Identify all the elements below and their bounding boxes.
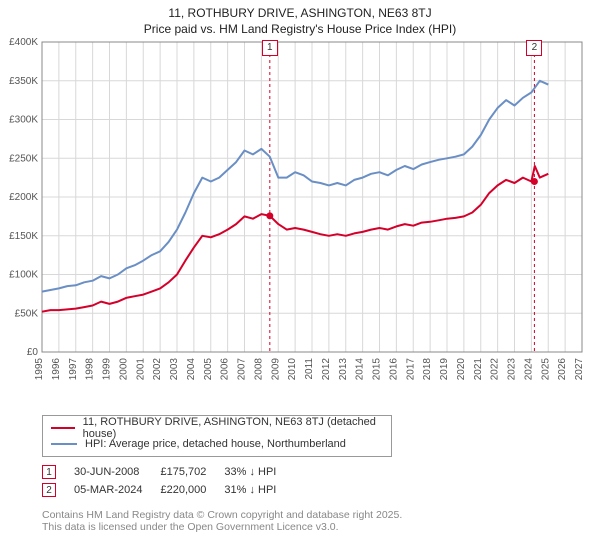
svg-text:2021: 2021 xyxy=(473,358,484,381)
event-marker-2: 2 xyxy=(526,40,542,56)
svg-text:2019: 2019 xyxy=(439,358,450,381)
legend-row: HPI: Average price, detached house, Nort… xyxy=(51,436,383,452)
marker-delta: 31% ↓ HPI xyxy=(224,481,294,499)
svg-text:2020: 2020 xyxy=(456,358,467,381)
svg-text:£50K: £50K xyxy=(15,308,39,319)
marker-price: £175,702 xyxy=(160,463,224,481)
svg-text:2011: 2011 xyxy=(304,358,315,380)
svg-text:2010: 2010 xyxy=(287,358,298,381)
marker-delta: 33% ↓ HPI xyxy=(224,463,294,481)
svg-text:£300K: £300K xyxy=(9,115,38,126)
chart-title-area: 11, ROTHBURY DRIVE, ASHINGTON, NE63 8TJ … xyxy=(0,0,600,36)
svg-text:2003: 2003 xyxy=(169,358,180,381)
svg-text:2026: 2026 xyxy=(557,358,568,381)
marker-num: 1 xyxy=(42,465,56,479)
svg-text:2006: 2006 xyxy=(220,358,231,381)
footer-line2: This data is licensed under the Open Gov… xyxy=(42,521,600,533)
chart-svg: £0 £50K £100K £150K £200K £250K £300K £350K £400… xyxy=(0,36,600,411)
svg-text:2007: 2007 xyxy=(237,358,248,381)
footer: Contains HM Land Registry data © Crown c… xyxy=(42,509,600,533)
svg-text:2004: 2004 xyxy=(186,358,197,381)
marker-num: 2 xyxy=(42,483,56,497)
legend-box: 11, ROTHBURY DRIVE, ASHINGTON, NE63 8TJ … xyxy=(42,415,392,457)
svg-text:£150K: £150K xyxy=(9,231,38,242)
svg-text:1998: 1998 xyxy=(85,358,96,381)
svg-text:2009: 2009 xyxy=(270,358,281,381)
svg-text:£200K: £200K xyxy=(9,192,38,203)
chart-title-line1: 11, ROTHBURY DRIVE, ASHINGTON, NE63 8TJ xyxy=(0,6,600,20)
svg-text:£250K: £250K xyxy=(9,153,38,164)
marker-row: 1 30-JUN-2008£175,70233% ↓ HPI xyxy=(42,463,294,481)
svg-text:2008: 2008 xyxy=(253,358,264,381)
legend-swatch xyxy=(51,443,77,445)
svg-text:2013: 2013 xyxy=(338,358,349,381)
svg-text:£0: £0 xyxy=(27,347,39,358)
footer-line1: Contains HM Land Registry data © Crown c… xyxy=(42,509,600,521)
svg-text:2000: 2000 xyxy=(118,358,129,381)
svg-text:2015: 2015 xyxy=(372,358,383,381)
legend-row: 11, ROTHBURY DRIVE, ASHINGTON, NE63 8TJ … xyxy=(51,420,383,436)
svg-text:2018: 2018 xyxy=(422,358,433,381)
legend-swatch xyxy=(51,427,75,429)
marker-date: 05-MAR-2024 xyxy=(74,481,160,499)
svg-text:2027: 2027 xyxy=(574,358,585,381)
svg-text:2001: 2001 xyxy=(135,358,146,381)
svg-text:2023: 2023 xyxy=(507,358,518,381)
marker-date: 30-JUN-2008 xyxy=(74,463,160,481)
svg-text:1996: 1996 xyxy=(51,358,62,381)
svg-text:2025: 2025 xyxy=(540,358,551,381)
svg-text:2017: 2017 xyxy=(405,358,416,381)
svg-text:2002: 2002 xyxy=(152,358,163,381)
svg-text:1997: 1997 xyxy=(68,358,79,381)
svg-text:2016: 2016 xyxy=(388,358,399,381)
svg-text:£400K: £400K xyxy=(9,37,38,48)
chart-zone: £0 £50K £100K £150K £200K £250K £300K £350K £400… xyxy=(0,36,600,411)
marker-row: 2 05-MAR-2024£220,00031% ↓ HPI xyxy=(42,481,294,499)
marker-table: 1 30-JUN-2008£175,70233% ↓ HPI 2 05-MAR-202… xyxy=(42,463,600,499)
chart-title-line2: Price paid vs. HM Land Registry's House … xyxy=(0,22,600,36)
svg-text:2014: 2014 xyxy=(355,358,366,381)
legend-label: 11, ROTHBURY DRIVE, ASHINGTON, NE63 8TJ … xyxy=(83,416,383,440)
svg-text:1999: 1999 xyxy=(102,358,113,381)
svg-text:2005: 2005 xyxy=(203,358,214,381)
legend-label: HPI: Average price, detached house, Nort… xyxy=(85,438,346,450)
svg-text:2012: 2012 xyxy=(321,358,332,381)
svg-text:2024: 2024 xyxy=(523,358,534,381)
event-marker-1: 1 xyxy=(262,40,278,56)
marker-price: £220,000 xyxy=(160,481,224,499)
svg-text:1995: 1995 xyxy=(34,358,45,381)
svg-text:2022: 2022 xyxy=(490,358,501,381)
svg-text:£350K: £350K xyxy=(9,76,38,87)
svg-text:£100K: £100K xyxy=(9,270,38,281)
